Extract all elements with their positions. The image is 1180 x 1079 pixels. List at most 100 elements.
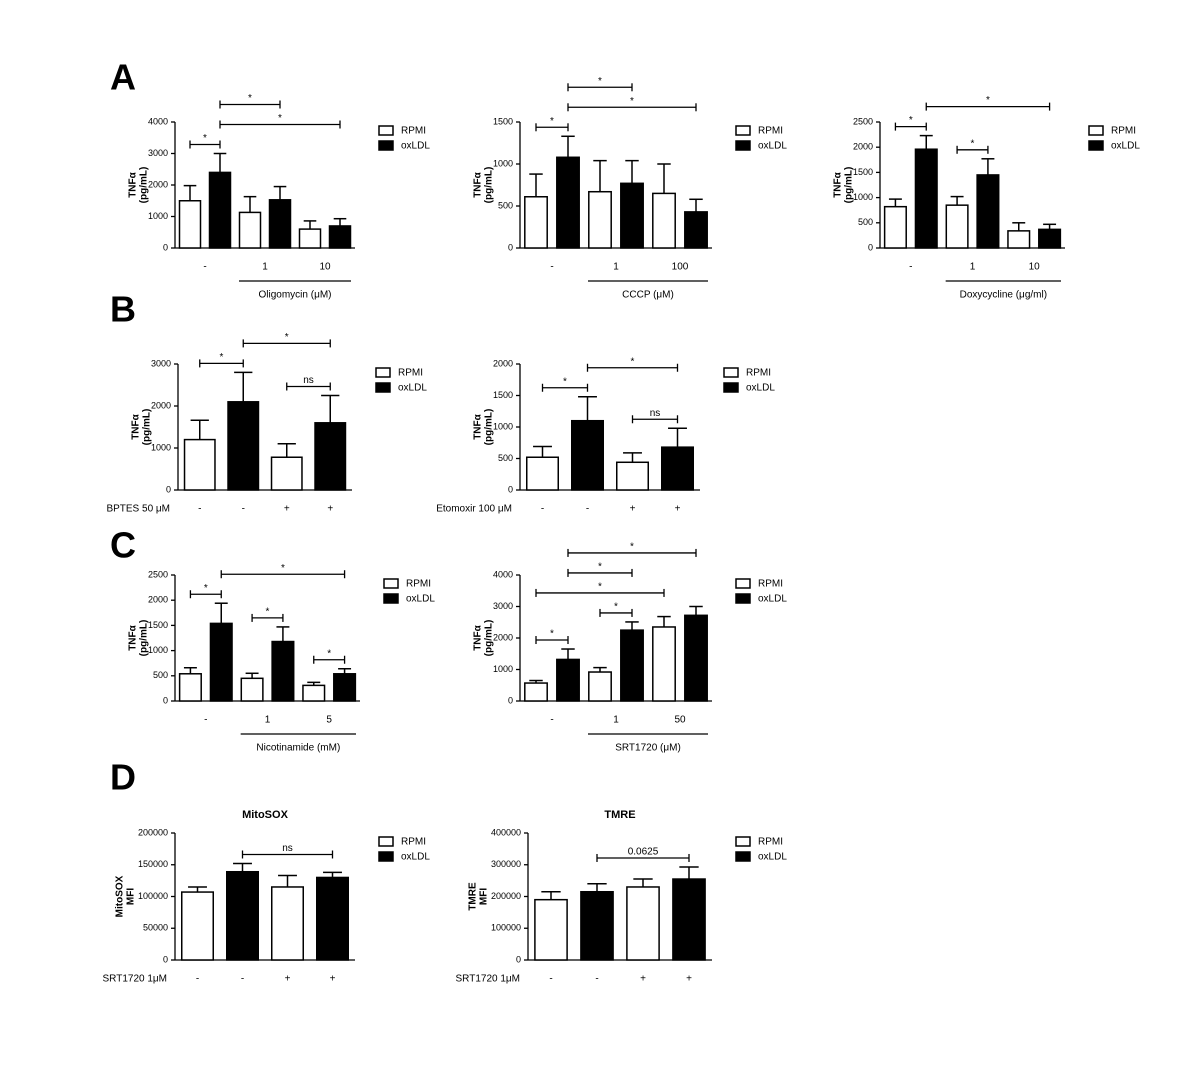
y-tick-label: 100000	[491, 923, 521, 933]
legend-label: RPMI	[401, 837, 426, 848]
y-tick-label: 200000	[138, 827, 168, 837]
bar	[316, 876, 349, 961]
significance-label: *	[248, 93, 252, 104]
bar	[328, 225, 352, 249]
bar	[333, 673, 357, 702]
legend-swatch	[383, 593, 399, 604]
significance-label: *	[281, 563, 285, 574]
row-label: BPTES 50 μM	[106, 504, 170, 515]
x-tick-label: -	[196, 974, 199, 985]
row-label: Etomoxir 100 μM	[436, 504, 512, 515]
legend-label: oxLDL	[746, 383, 775, 394]
bar	[588, 190, 612, 249]
bar	[620, 182, 644, 249]
legend-label: oxLDL	[758, 594, 787, 605]
legend-swatch	[735, 593, 751, 604]
y-tick-label: 1000	[148, 211, 168, 221]
y-tick-label: 4000	[148, 116, 168, 126]
x-tick-label: +	[285, 974, 291, 985]
bar	[1038, 228, 1062, 249]
bar	[580, 890, 614, 961]
legend-label: RPMI	[758, 579, 783, 590]
y-tick-label: 300000	[491, 859, 521, 869]
y-tick-label: 1500	[148, 620, 168, 630]
bar	[883, 205, 907, 249]
bar	[652, 192, 676, 249]
legend-label: RPMI	[1111, 126, 1136, 137]
y-tick-label: 0	[868, 242, 873, 252]
significance-label: *	[203, 133, 207, 144]
y-tick-label: 3000	[493, 601, 513, 611]
y-tick-label: 0	[516, 954, 521, 964]
legend-swatch	[1088, 140, 1104, 151]
y-tick-label: 2500	[853, 116, 873, 126]
bar	[238, 211, 262, 249]
panel-label: B	[110, 289, 136, 330]
bar	[652, 626, 676, 702]
bar	[271, 640, 295, 702]
y-tick-label: 3000	[148, 148, 168, 158]
y-axis-label: MFI	[126, 888, 137, 905]
x-axis-label: Oligomycin (μM)	[259, 290, 332, 301]
bar	[571, 419, 604, 491]
y-tick-label: 150000	[138, 859, 168, 869]
significance-label: *	[630, 96, 634, 107]
x-tick-label: +	[640, 974, 646, 985]
x-tick-label: -	[198, 504, 201, 515]
legend-swatch	[378, 836, 394, 847]
significance-label: *	[266, 607, 270, 618]
bar	[314, 422, 347, 491]
x-tick-label: -	[549, 974, 552, 985]
y-tick-label: 1500	[853, 167, 873, 177]
y-tick-label: 1000	[493, 421, 513, 431]
y-tick-label: 4000	[493, 569, 513, 579]
significance-label: *	[285, 332, 289, 343]
legend-swatch	[735, 851, 751, 862]
legend-label: RPMI	[406, 579, 431, 590]
significance-label: *	[986, 95, 990, 106]
chart-title: MitoSOX	[242, 809, 288, 821]
x-tick-label: +	[327, 504, 333, 515]
bar	[240, 677, 264, 702]
bar	[620, 629, 644, 702]
y-axis-label: (pg/mL)	[139, 167, 150, 204]
x-tick-label: 10	[319, 262, 331, 273]
bar	[181, 891, 214, 961]
x-tick-label: +	[675, 504, 681, 515]
significance-label: *	[598, 562, 602, 573]
x-tick-label: +	[686, 974, 692, 985]
y-tick-label: 3000	[151, 358, 171, 368]
bar	[588, 671, 612, 702]
x-axis-label: Nicotinamide (mM)	[256, 743, 340, 754]
y-tick-label: 500	[498, 453, 513, 463]
significance-label: *	[550, 629, 554, 640]
bar	[976, 174, 1000, 249]
bar	[684, 614, 708, 702]
y-axis-label: (pg/mL)	[484, 167, 495, 204]
bar	[534, 898, 568, 961]
bar	[524, 682, 548, 702]
y-tick-label: 1000	[853, 192, 873, 202]
y-axis-label: (pg/mL)	[844, 167, 855, 204]
y-tick-label: 2000	[148, 179, 168, 189]
y-tick-label: 400000	[491, 827, 521, 837]
x-tick-label: 5	[326, 715, 332, 726]
y-tick-label: 0	[508, 484, 513, 494]
bar	[298, 228, 322, 249]
legend-label: RPMI	[746, 368, 771, 379]
legend-label: RPMI	[758, 126, 783, 137]
row-label: SRT1720 1μM	[456, 974, 521, 985]
legend-swatch	[375, 367, 391, 378]
bar	[556, 156, 580, 249]
x-tick-label: 1	[613, 715, 619, 726]
significance-label: *	[327, 648, 331, 659]
y-axis-label: TMRE	[468, 882, 479, 911]
significance-label: *	[598, 76, 602, 87]
significance-label: *	[630, 542, 634, 553]
legend-label: oxLDL	[758, 852, 787, 863]
bar	[209, 622, 233, 702]
y-tick-label: 0	[163, 695, 168, 705]
y-axis-label: (pg/mL)	[484, 409, 495, 446]
y-tick-label: 1000	[148, 645, 168, 655]
